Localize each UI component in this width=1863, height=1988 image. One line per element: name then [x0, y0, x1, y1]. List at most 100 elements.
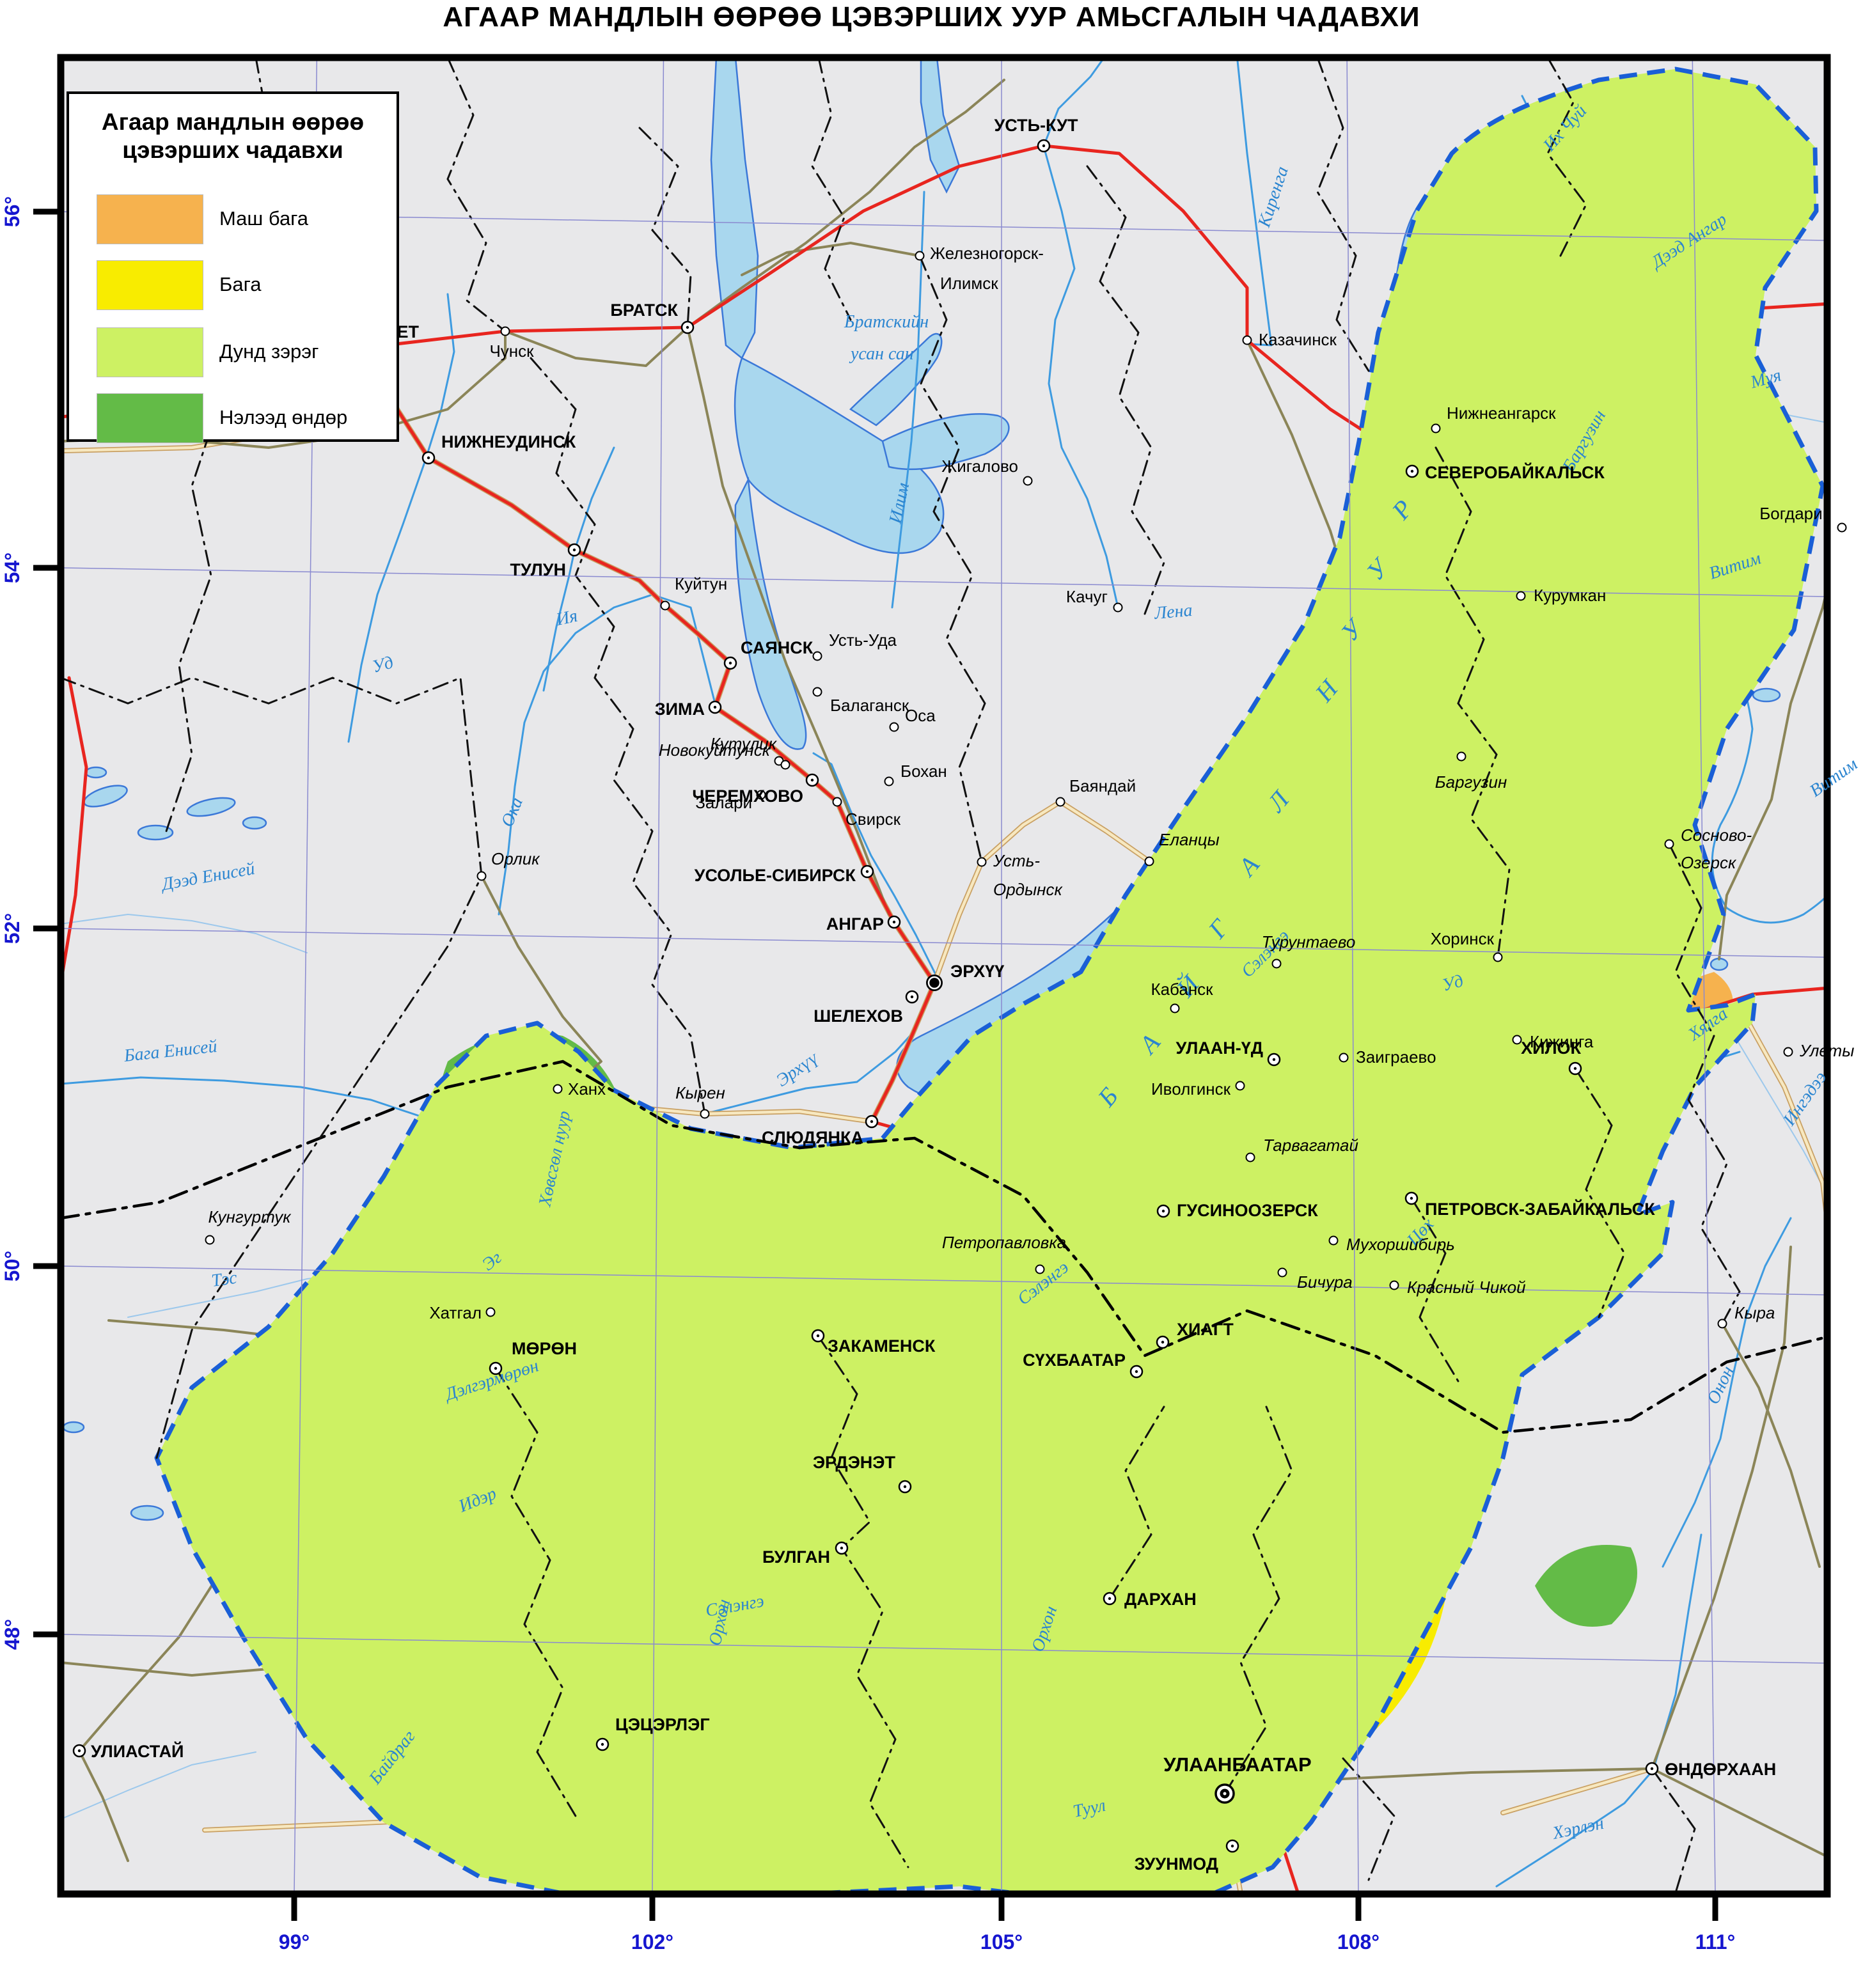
city-label: ӨНДӨРХААН: [1665, 1760, 1776, 1779]
city-label: ГУСИНООЗЕРСК: [1177, 1201, 1318, 1220]
town-marker: [1144, 856, 1154, 866]
town-marker: [756, 790, 766, 800]
city-label: Курумкан: [1534, 586, 1606, 605]
city-label-line2: Ордынск: [993, 880, 1063, 899]
city-черемхово: ЧЕРЕМХОВО: [692, 773, 819, 806]
city-label: БУЛГАН: [762, 1547, 830, 1567]
city-label: Куйтун: [675, 574, 727, 593]
lon-label: 108°: [1337, 1930, 1380, 1953]
city-marker-dot: [840, 1546, 844, 1550]
town-marker: [1170, 1003, 1180, 1014]
city-железногорск-: Железногорск- Илимск: [915, 244, 1044, 293]
city-кабанск: Кабанск: [1151, 980, 1213, 1014]
city-label: Нижнеангарск: [1447, 403, 1556, 423]
town-marker: [205, 1235, 215, 1245]
city-marker-dot: [1161, 1209, 1165, 1213]
city-улаан-үд: УЛААН-ҮД: [1176, 1038, 1281, 1067]
city-зима: ЗИМА: [655, 700, 722, 719]
city-улиастай: УЛИАСТАЙ: [72, 1741, 184, 1761]
city-marker-dot: [903, 1485, 907, 1489]
city-закаменск: ЗАКАМЕНСК: [811, 1329, 936, 1356]
town-marker: [1328, 1235, 1339, 1246]
city-label: АНГАР: [826, 914, 884, 934]
legend-swatch: [97, 327, 203, 377]
city-label: Бичура: [1297, 1272, 1353, 1292]
legend-item: Дунд зэрэг: [97, 327, 372, 377]
city-ангар: АНГАР: [826, 914, 901, 934]
town-marker: [1456, 751, 1466, 762]
water-label: Ия: [554, 606, 579, 630]
water-label: усан сан: [849, 344, 914, 364]
city-label: Чунск: [489, 341, 534, 361]
lat-label: 56°: [1, 196, 24, 227]
city-marker-dot: [1230, 1844, 1234, 1848]
town-marker: [1242, 335, 1252, 345]
town-marker: [780, 760, 790, 770]
city-заиграево: Заиграево: [1339, 1047, 1436, 1067]
city-label: УЛААН-ҮД: [1176, 1038, 1263, 1058]
city-братск: БРАТСК: [610, 301, 695, 334]
town-marker: [1113, 602, 1123, 613]
city-marker-dot: [1272, 1058, 1276, 1061]
city-label: МӨРӨН: [512, 1339, 577, 1358]
city-ханх: Ханх: [553, 1079, 606, 1099]
city-хилок: ХИЛОК: [1521, 1038, 1582, 1076]
city-marker-dot: [713, 705, 717, 709]
capital-marker-core: [1223, 1792, 1227, 1796]
meridian-line: [1692, 58, 1716, 1894]
city-курумкан: Курумкан: [1516, 586, 1606, 605]
legend-title: Агаар мандлын өөрөө цэвэрших чадавхи: [101, 109, 365, 163]
city-label: Свирск: [845, 810, 901, 829]
city-label: Залари: [695, 793, 752, 812]
city-marker-dot: [686, 325, 689, 329]
lon-label: 99°: [279, 1930, 310, 1953]
city-label: ХИАГТ: [1177, 1320, 1234, 1339]
city-label: УСТЬ-КУТ: [994, 116, 1078, 135]
city-marker-dot: [870, 1120, 874, 1123]
city-label: Качуг: [1066, 587, 1108, 606]
city-цэцэрлэг: ЦЭЦЭРЛЭГ: [595, 1715, 710, 1751]
parallel-line: [61, 928, 1827, 958]
lat-label: 50°: [1, 1251, 24, 1281]
city-label: УСОЛЬЕ-СИБИРСК: [695, 866, 856, 885]
city-marker-dot: [1135, 1370, 1138, 1374]
map-frame: [57, 54, 1831, 1898]
city-marker-dot: [810, 778, 814, 782]
city-marker-dot: [1573, 1067, 1577, 1070]
city-зуунмод: ЗУУНМОД: [1135, 1839, 1239, 1874]
city-label: Баяндай: [1069, 776, 1136, 795]
city-marker-dot: [816, 1334, 820, 1338]
meridian-line: [652, 58, 664, 1894]
town-marker: [812, 651, 822, 661]
legend: Агаар мандлын өөрөө цэвэрших чадавхи Маш…: [67, 91, 399, 443]
city-label: Усть-Уда: [829, 630, 897, 650]
city-label-line2: Илимск: [940, 274, 998, 293]
lon-label: 111°: [1695, 1930, 1736, 1953]
city-чунск: Чунск: [489, 326, 534, 361]
town-marker: [812, 687, 822, 697]
town-marker: [485, 1307, 496, 1317]
city-турунтаево: Турунтаево: [1262, 932, 1355, 969]
city-marker-dot: [572, 548, 576, 552]
water-label: Братскийн: [844, 312, 929, 332]
parallel-line: [61, 1634, 1827, 1664]
town-marker: [1235, 1081, 1245, 1091]
water-label: Тэс: [210, 1268, 239, 1291]
city-усолье-сибирск: УСОЛЬЕ-СИБИРСК: [695, 865, 874, 885]
town-marker: [1023, 476, 1033, 486]
town-marker: [832, 797, 842, 807]
city-залари: Залари: [695, 790, 766, 812]
city-label: Улеты: [1799, 1041, 1854, 1060]
city-label: ТУЛУН: [510, 560, 567, 579]
city-кырен: Кырен: [675, 1083, 725, 1119]
city-баяндай: Баяндай: [1055, 776, 1136, 807]
city-нижнеудинск: НИЖНЕУДИНСК: [421, 432, 576, 465]
city-label: Хоринск: [1431, 929, 1495, 948]
city-оса: Оса: [889, 706, 936, 732]
legend-item: Нэлээд өндөр: [97, 393, 372, 443]
city-label: Кутулик: [711, 734, 778, 753]
city-marker-dot: [427, 456, 430, 460]
legend-swatch: [97, 194, 203, 244]
town-marker: [1664, 839, 1674, 849]
